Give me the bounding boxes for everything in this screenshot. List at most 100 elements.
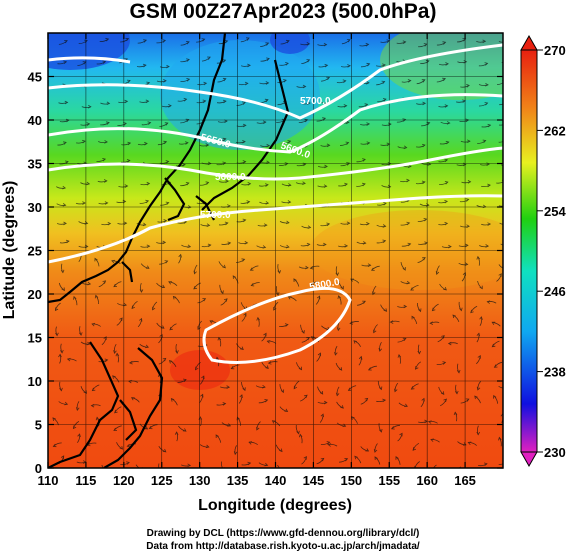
streamline-arrow (343, 104, 348, 108)
streamline-arrow (185, 41, 190, 45)
streamline-arrow (224, 221, 229, 226)
streamline-arrow (143, 39, 148, 43)
streamline-arrow (319, 390, 324, 395)
streamline-arrow (279, 448, 283, 453)
streamline-arrow (185, 118, 190, 123)
streamline-arrow (187, 463, 192, 468)
streamline-arrow (94, 257, 98, 262)
streamline-arrow (340, 405, 344, 409)
streamline-arrow (305, 265, 309, 270)
streamline-arrow (106, 121, 110, 125)
streamline-arrow (465, 243, 469, 248)
streamline-arrow (366, 222, 370, 226)
streamline-arrow (126, 79, 131, 84)
streamline-arrow (491, 321, 496, 326)
streamline-arrow (230, 366, 235, 370)
streamline-arrow (423, 218, 428, 222)
streamline-arrow (142, 63, 147, 68)
streamline-arrow (463, 59, 468, 64)
streamline-arrow (166, 64, 170, 69)
streamline-arrow (345, 120, 350, 125)
streamline-arrow (445, 140, 450, 145)
streamline-arrow (367, 263, 372, 267)
streamline-arrow (198, 416, 203, 420)
streamline-arrow (327, 443, 332, 447)
streamline-arrow (65, 118, 70, 123)
streamline-arrow (444, 158, 449, 163)
streamline-arrow (60, 455, 65, 460)
streamline-arrow (263, 223, 268, 227)
streamline-arrow (454, 390, 459, 395)
streamline-arrow (399, 432, 403, 437)
streamline-arrow (52, 443, 57, 448)
streamline-arrow (293, 385, 298, 390)
y-tick-label: 30 (28, 200, 42, 215)
streamline-arrow (425, 203, 430, 207)
streamline-arrow (265, 365, 269, 369)
streamline-arrow (442, 361, 447, 365)
streamline-arrow (64, 100, 69, 105)
streamline-arrow (240, 346, 244, 351)
credit-data: Data from http://database.rish.kyoto-u.a… (146, 541, 420, 552)
streamline-arrow (174, 431, 179, 435)
streamline-arrow (62, 185, 67, 190)
streamline-arrow (165, 201, 170, 205)
streamline-arrow (162, 448, 167, 453)
streamline-arrow (483, 462, 488, 467)
streamline-arrow (402, 337, 407, 342)
streamline-arrow (407, 79, 412, 83)
streamline-arrow (265, 201, 270, 205)
streamline-arrow (81, 139, 86, 144)
streamline-arrow (159, 470, 162, 473)
streamline-arrow (124, 99, 129, 104)
y-axis: 0 5 10 15 20 25 30 35 40 45 (28, 70, 503, 476)
streamline-arrow (164, 122, 169, 126)
x-axis: 110 115 120 125 130 135 140 145 150 155 160 165 (38, 33, 476, 488)
streamline-arrow (113, 283, 118, 288)
streamline-arrow (95, 416, 100, 421)
streamline-arrow (224, 40, 229, 44)
streamline-arrow (303, 394, 308, 399)
streamline-arrow (285, 39, 290, 44)
streamline (498, 141, 503, 143)
streamline-arrow (320, 457, 325, 462)
streamline-arrow (227, 241, 232, 246)
streamline-arrow (275, 292, 280, 296)
streamline (432, 464, 437, 468)
streamline-arrow (382, 63, 386, 67)
streamline-arrow (205, 444, 210, 449)
streamline-arrow (322, 117, 326, 121)
x-tick-label: 140 (265, 473, 287, 488)
streamline-arrow (464, 262, 469, 266)
streamline-arrow (144, 141, 148, 146)
streamline-arrow (244, 81, 249, 86)
y-tick-label: 5 (35, 418, 42, 433)
streamline-arrow (113, 350, 117, 354)
streamline-arrow (104, 469, 107, 472)
streamline-arrow (63, 221, 67, 226)
streamline-arrow (389, 320, 394, 324)
streamline-arrow (381, 80, 386, 85)
streamline-arrow (427, 420, 432, 424)
streamline-arrow (444, 221, 449, 226)
streamline-arrow (476, 386, 481, 391)
streamline-arrow (107, 221, 112, 226)
streamline-arrow (340, 285, 344, 290)
streamline-arrow (338, 367, 343, 371)
streamline-arrow (73, 295, 77, 300)
streamline-arrow (362, 300, 366, 304)
streamline-arrow (186, 78, 191, 82)
streamline-arrow (504, 139, 507, 142)
streamline-arrow (245, 37, 250, 41)
streamline-arrow (456, 369, 461, 374)
streamline (498, 463, 503, 466)
streamline-arrow (128, 379, 132, 384)
streamline-arrow (66, 357, 71, 362)
streamline-arrow (168, 281, 172, 285)
streamline-arrow (306, 59, 311, 63)
colorbar-tick-label: 270 (544, 43, 566, 58)
streamline-arrow (387, 184, 392, 189)
streamline-arrow (224, 119, 228, 124)
streamline-arrow (168, 104, 172, 108)
streamline-arrow (486, 300, 491, 304)
